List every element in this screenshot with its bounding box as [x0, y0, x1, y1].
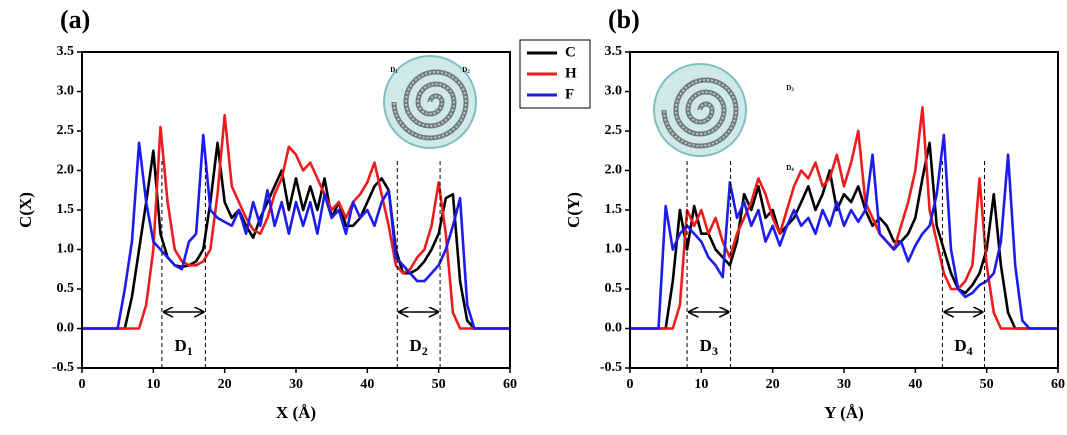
plot-frame: [629, 51, 1059, 369]
inset-label: D3: [786, 84, 794, 94]
spiral-inset-a: [383, 55, 477, 149]
x-axis-title: Y (Å): [824, 403, 864, 422]
y-tick-label: 3.5: [57, 44, 75, 59]
y-tick-label: 3.5: [605, 44, 623, 59]
inset-label: D2: [462, 66, 470, 76]
inset-label-sub: 3: [791, 88, 794, 93]
x-tick-label: 20: [218, 377, 232, 392]
x-tick-label: 10: [694, 377, 708, 392]
inset-label-main: D: [786, 164, 791, 172]
insets: [383, 55, 747, 157]
data-line: [82, 141, 510, 330]
x-tick-label: 40: [908, 377, 922, 392]
x-tick-label: 30: [289, 377, 303, 392]
inset-label: D4: [786, 164, 794, 174]
y-tick-label: 0.5: [605, 281, 623, 296]
data-line: [82, 113, 510, 330]
region-label: D4: [954, 336, 972, 358]
y-tick-label: 1.0: [57, 242, 75, 257]
region-label-sub: 2: [422, 344, 428, 358]
spiral-inset-b: [653, 63, 747, 157]
x-tick-label: 50: [980, 377, 994, 392]
y-tick-label: 2.0: [57, 163, 75, 178]
legend-label: C: [565, 44, 576, 60]
region-label: D2: [410, 336, 428, 358]
y-tick-label: 3.0: [57, 84, 75, 99]
y-axis-title: C(Y): [564, 192, 583, 228]
inset-label: D1: [390, 66, 398, 76]
y-axis-title: C(X): [16, 192, 35, 228]
data-line: [82, 133, 510, 330]
x-tick-label: 60: [1051, 377, 1065, 392]
y-tick-label: 3.0: [605, 84, 623, 99]
y-tick-label: 0.5: [57, 281, 75, 296]
x-tick-label: 20: [766, 377, 780, 392]
data-line: [630, 141, 1058, 330]
panel-label: (b): [608, 5, 640, 34]
y-tick-label: 2.5: [605, 123, 623, 138]
region-label-main: D: [410, 336, 422, 355]
legend-label: F: [565, 86, 574, 102]
y-tick-label: 0.0: [57, 321, 75, 336]
inset-label-sub: 2: [467, 70, 470, 75]
plot-frame: [81, 51, 511, 369]
x-tick-label: 50: [432, 377, 446, 392]
y-tick-label: 2.5: [57, 123, 75, 138]
region-label-main: D: [954, 336, 966, 355]
region-label-sub: 3: [712, 344, 718, 358]
x-tick-label: 0: [79, 377, 86, 392]
y-tick-label: -0.5: [600, 360, 622, 375]
inset-label-sub: 1: [395, 70, 398, 75]
inset-label-main: D: [462, 66, 467, 74]
x-tick-label: 10: [146, 377, 160, 392]
y-tick-label: 1.5: [605, 202, 623, 217]
region-label-sub: 1: [187, 344, 193, 358]
inset-label-sub: 4: [791, 168, 794, 173]
x-tick-label: 0: [627, 377, 634, 392]
y-tick-label: 0.0: [605, 321, 623, 336]
x-axis-title: X (Å): [276, 403, 316, 422]
x-tick-label: 60: [503, 377, 517, 392]
region-label-main: D: [175, 336, 187, 355]
x-tick-label: 40: [360, 377, 374, 392]
inset-label-main: D: [390, 66, 395, 74]
y-tick-label: -0.5: [52, 360, 74, 375]
inset-label-main: D: [786, 84, 791, 92]
y-tick-label: 1.5: [57, 202, 75, 217]
region-label: D1: [175, 336, 193, 358]
y-tick-label: 1.0: [605, 242, 623, 257]
region-label: D3: [700, 336, 718, 358]
data-line: [630, 133, 1058, 330]
region-label-main: D: [700, 336, 712, 355]
data-line: [630, 106, 1058, 330]
x-tick-label: 30: [837, 377, 851, 392]
legend-label: H: [565, 65, 577, 81]
panel-label: (a): [60, 5, 90, 34]
region-label-sub: 4: [967, 344, 973, 358]
y-tick-label: 2.0: [605, 163, 623, 178]
